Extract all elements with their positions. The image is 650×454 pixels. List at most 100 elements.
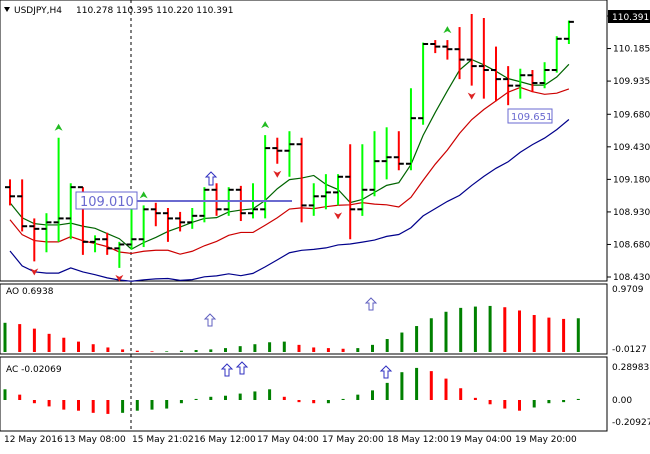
price-bar bbox=[320, 174, 331, 210]
fractal-down-icon bbox=[273, 170, 282, 178]
price-axis-label: 109.430 bbox=[613, 143, 650, 153]
arrow-up-icon bbox=[364, 297, 378, 311]
ao-bar bbox=[224, 348, 227, 352]
ao-bar bbox=[429, 318, 433, 352]
ao-bar bbox=[121, 349, 125, 352]
price-bar bbox=[296, 137, 307, 223]
ma-mid-line bbox=[9, 86, 570, 255]
price-bar bbox=[284, 131, 295, 177]
price-label-right: 109.651 bbox=[511, 112, 552, 123]
ohlc-values: 110.278 110.395 110.220 110.391 bbox=[76, 6, 233, 16]
price-bar bbox=[466, 14, 477, 86]
ac-bar bbox=[415, 367, 419, 400]
ao-bar bbox=[47, 333, 51, 352]
price-label-box-right[interactable] bbox=[507, 108, 553, 124]
ao-bar bbox=[385, 339, 389, 352]
ac-bar bbox=[312, 400, 316, 404]
time-label: 16 May 12:00 bbox=[194, 435, 256, 445]
ac-bar bbox=[400, 372, 404, 400]
price-bar bbox=[162, 208, 173, 242]
price-axis-label: 109.180 bbox=[613, 175, 650, 185]
ac-bar bbox=[121, 400, 125, 413]
price-bar bbox=[442, 40, 453, 60]
current-price: 110.391 bbox=[612, 13, 649, 23]
ma-fast-line bbox=[9, 58, 570, 250]
ac-pane[interactable] bbox=[0, 356, 608, 432]
time-axis[interactable]: 12 May 2016 13 May 08:00 15 May 21:02 16… bbox=[4, 435, 577, 445]
dropdown-triangle-icon[interactable] bbox=[4, 7, 10, 12]
price-label-box-left[interactable] bbox=[75, 191, 138, 210]
price-axis-label: 108.680 bbox=[613, 240, 650, 250]
ac-bar bbox=[488, 400, 492, 405]
ao-bar bbox=[268, 342, 272, 352]
ac-bar bbox=[77, 400, 80, 411]
ac-tick-zero: 0.00 bbox=[612, 396, 632, 406]
price-axis-label: 109.935 bbox=[613, 77, 650, 87]
ac-tick-max: 0.28983 bbox=[612, 363, 649, 373]
ac-bar bbox=[341, 398, 345, 400]
price-bar bbox=[381, 127, 392, 180]
fractal-down-icon bbox=[467, 92, 476, 100]
ac-bar bbox=[385, 382, 389, 400]
time-label: 17 May 20:00 bbox=[322, 435, 384, 445]
ac-bar bbox=[547, 400, 551, 404]
price-bar bbox=[5, 179, 15, 206]
price-bar bbox=[150, 202, 161, 227]
price-bar bbox=[235, 185, 246, 222]
ac-bar bbox=[326, 400, 330, 404]
ac-bar bbox=[429, 371, 433, 400]
current-price-box bbox=[608, 10, 650, 23]
price-bar bbox=[102, 232, 113, 255]
fractal-up-icon bbox=[261, 121, 270, 129]
ao-tick-max: 0.9709 bbox=[612, 285, 644, 295]
ac-bar bbox=[268, 389, 272, 400]
ao-bar bbox=[179, 350, 183, 352]
price-axis-label: 108.930 bbox=[613, 208, 650, 218]
ao-bar bbox=[547, 317, 551, 352]
price-bar bbox=[138, 205, 149, 248]
ao-pane[interactable] bbox=[0, 283, 608, 355]
ao-bar bbox=[18, 324, 22, 352]
price-bar bbox=[65, 183, 76, 240]
price-bar bbox=[260, 135, 271, 219]
ao-bar bbox=[3, 322, 7, 352]
price-bar bbox=[211, 183, 222, 216]
ac-bar bbox=[47, 400, 51, 407]
fractal-down-icon bbox=[115, 274, 124, 282]
ac-histogram bbox=[3, 367, 580, 414]
ao-bar bbox=[32, 328, 36, 352]
price-axis-label: 110.185 bbox=[613, 45, 650, 55]
main-pane[interactable] bbox=[0, 0, 608, 282]
time-label: 13 May 08:00 bbox=[64, 435, 126, 445]
ac-bar bbox=[444, 378, 448, 400]
ao-bar bbox=[488, 305, 492, 352]
price-bar bbox=[454, 27, 465, 80]
ao-bar bbox=[106, 347, 110, 352]
arrow-up-icon bbox=[220, 363, 234, 377]
ao-bar bbox=[473, 306, 477, 352]
ao-bar bbox=[312, 347, 316, 352]
ac-bar bbox=[165, 400, 169, 409]
ao-bar bbox=[518, 310, 521, 352]
ao-histogram bbox=[3, 305, 580, 352]
ao-bar bbox=[135, 350, 139, 352]
ac-bar bbox=[209, 396, 213, 400]
ao-bar bbox=[459, 307, 463, 352]
time-label: 19 May 20:00 bbox=[515, 435, 577, 445]
ao-bar bbox=[150, 351, 154, 352]
price-bar bbox=[551, 36, 562, 73]
price-bar bbox=[357, 144, 368, 216]
price-bar bbox=[430, 40, 441, 54]
ao-bar bbox=[209, 349, 213, 352]
price-axis[interactable]: 110.435110.185109.935109.680109.430109.1… bbox=[607, 12, 650, 283]
ac-bar bbox=[179, 400, 183, 404]
price-bar bbox=[333, 174, 344, 206]
ao-bar bbox=[503, 307, 507, 352]
ac-bar bbox=[62, 400, 66, 410]
arrow-up-icon bbox=[204, 171, 218, 186]
price-bar bbox=[187, 208, 198, 229]
price-label-left: 109.010 bbox=[80, 195, 134, 210]
ac-bar bbox=[562, 400, 566, 403]
